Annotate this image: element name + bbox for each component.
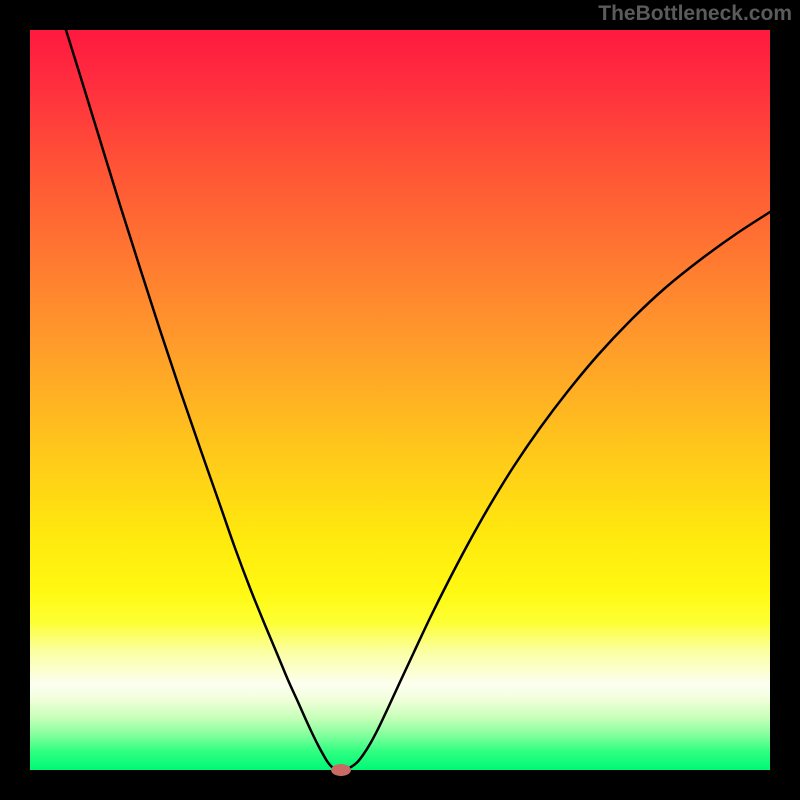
chart-frame: TheBottleneck.com [0,0,800,800]
plot-area [30,30,770,770]
optimum-marker [331,764,351,776]
watermark-text: TheBottleneck.com [598,2,792,26]
chart-svg [0,0,800,800]
